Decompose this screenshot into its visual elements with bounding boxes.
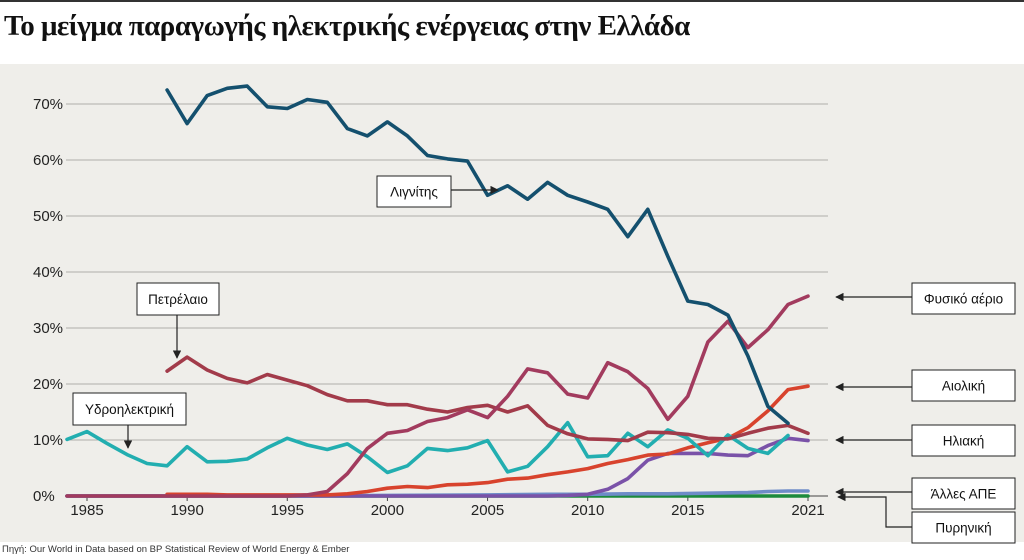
annotation-nuclear-label: Πυρηνική <box>935 521 991 536</box>
annotation-oil-label: Πετρέλαιο <box>148 292 208 307</box>
annotation-wind-box <box>911 369 1016 402</box>
annotation-lignite-label: Λιγνίτης <box>390 185 438 200</box>
y-tick-label: 30% <box>33 320 63 337</box>
x-tick-label: 2010 <box>571 502 604 519</box>
x-tick-label: 1990 <box>170 502 203 519</box>
annotation-other-res-label: Άλλες ΑΠΕ <box>931 487 997 502</box>
annotation-oil-box <box>136 282 220 316</box>
annotation-hydro-box <box>72 392 187 426</box>
annotation-wind-label: Αιολική <box>942 379 985 394</box>
y-tick-label: 70% <box>33 96 63 113</box>
x-tick-label: 2021 <box>791 502 824 519</box>
x-tick-label: 2015 <box>671 502 704 519</box>
series-line <box>65 420 790 475</box>
annotation-nuclear-arrow <box>837 492 912 528</box>
annotation-hydro-label: Υδροηλεκτρική <box>85 402 174 417</box>
chart-title: Το μείγμα παραγωγής ηλεκτρικής ενέργειας… <box>4 10 690 42</box>
y-tick-label: 0% <box>33 488 55 505</box>
annotation-solar-label: Ηλιακή <box>943 434 985 449</box>
x-tick-label: 2000 <box>371 502 404 519</box>
y-tick-label: 20% <box>33 376 63 393</box>
series-line <box>165 355 810 443</box>
annotation-other-res-box <box>911 477 1016 510</box>
annotation-gas-box <box>911 282 1016 315</box>
top-rule <box>0 0 1024 2</box>
x-tick-label: 1985 <box>70 502 103 519</box>
y-tick-label: 50% <box>33 208 63 225</box>
y-tick-label: 10% <box>33 432 63 449</box>
x-tick-label: 1995 <box>271 502 304 519</box>
x-tick-label: 2005 <box>471 502 504 519</box>
annotation-lignite-box <box>376 175 452 208</box>
series-line <box>165 84 790 425</box>
source-note: Πηγή: Our World in Data based on BP Stat… <box>2 544 350 555</box>
y-tick-label: 60% <box>33 152 63 169</box>
annotation-gas-label: Φυσικό αέριο <box>924 292 1003 307</box>
series-line <box>65 294 810 498</box>
y-tick-label: 40% <box>33 264 63 281</box>
